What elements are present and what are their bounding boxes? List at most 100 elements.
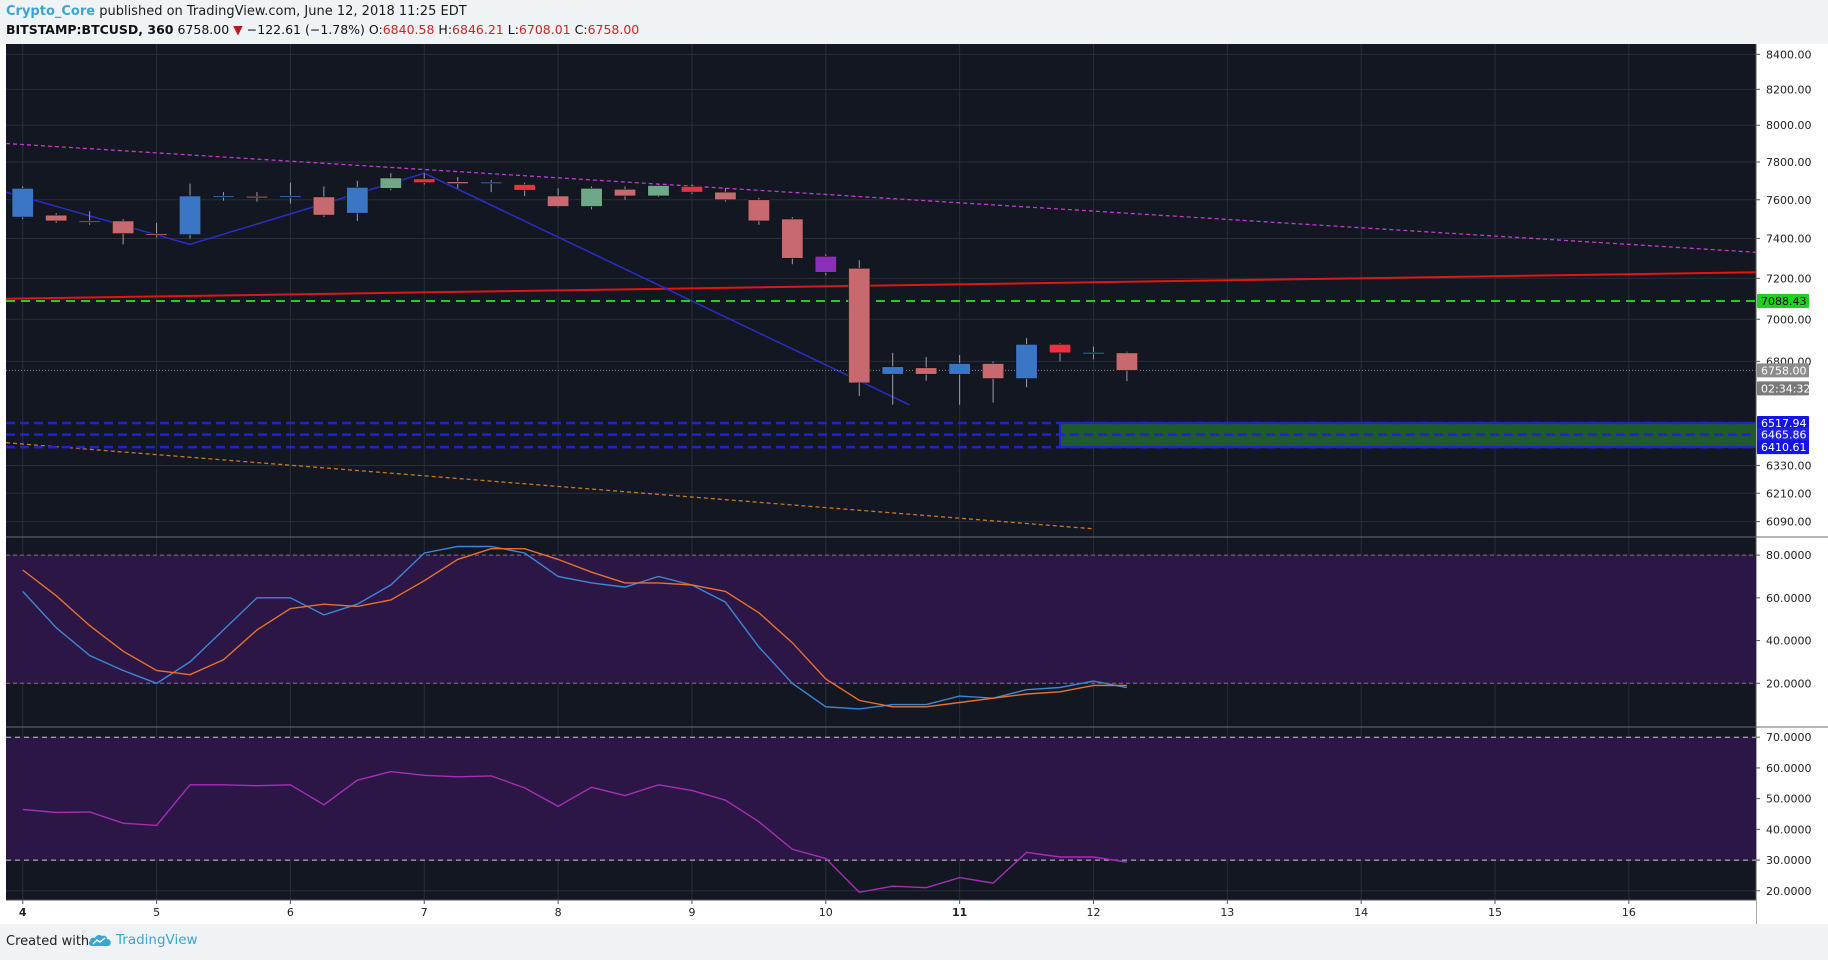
magenta-trendline <box>6 142 1756 253</box>
price-tick-label: 7600.00 <box>1766 194 1812 207</box>
stoch-tick-label: 80.0000 <box>1766 549 1812 562</box>
symbol-name[interactable]: BITSTAMP:BTCUSD, 360 <box>6 22 174 37</box>
rsi-tick-label: 50.0000 <box>1766 793 1812 806</box>
candle-body <box>547 195 570 207</box>
tradingview-link[interactable]: TradingView <box>88 932 198 948</box>
candle[interactable] <box>179 183 202 239</box>
candle[interactable] <box>379 173 402 191</box>
price-tick-label: 7200.00 <box>1766 272 1812 285</box>
candle-body <box>245 196 268 199</box>
candle[interactable] <box>513 182 536 196</box>
candle[interactable] <box>1015 338 1038 388</box>
candle-body <box>1015 344 1038 379</box>
price-tag-label: 02:34:32 <box>1761 382 1810 395</box>
price-axis[interactable]: 8400.00 8200.00 8000.00 7800.00 7600.00 7400.… <box>1755 44 1812 924</box>
stochastic-pane[interactable] <box>6 545 1756 710</box>
open-value: 6840.58 <box>382 22 435 37</box>
candle-body <box>112 220 135 234</box>
price-tag-bg <box>1757 427 1809 442</box>
candle[interactable] <box>614 186 637 200</box>
candle[interactable] <box>848 260 871 396</box>
candle-body <box>379 177 402 189</box>
candle[interactable] <box>413 173 436 185</box>
candle[interactable] <box>446 177 469 189</box>
chart-header: Crypto_Core published on TradingView.com… <box>0 0 1828 44</box>
candle[interactable] <box>312 186 335 218</box>
candle-body <box>714 191 737 201</box>
stoch-tick-label: 40.0000 <box>1766 635 1812 648</box>
price-tag-label: 6465.86 <box>1761 429 1807 442</box>
candle-body <box>881 366 904 375</box>
time-tick-label: 9 <box>688 906 695 919</box>
time-axis-bg <box>6 900 1756 924</box>
candle[interactable] <box>112 219 135 245</box>
price-tag-bg <box>1757 381 1809 396</box>
stoch-tick-label: 60.0000 <box>1766 592 1812 605</box>
candle[interactable] <box>547 188 570 208</box>
candle[interactable] <box>781 217 804 265</box>
time-tick-label: 15 <box>1488 906 1502 919</box>
candle-body <box>279 195 302 198</box>
candle[interactable] <box>747 197 770 225</box>
close-value: 6758.00 <box>587 22 640 37</box>
candle[interactable] <box>680 184 703 195</box>
time-tick-label: 8 <box>555 906 562 919</box>
candle-body <box>446 181 469 184</box>
candle[interactable] <box>145 222 168 238</box>
price-tag-label: 6517.94 <box>1761 417 1807 430</box>
candle-body <box>346 187 369 214</box>
candle[interactable] <box>78 211 101 225</box>
price-tick-label: 6330.00 <box>1766 459 1812 472</box>
candle[interactable] <box>279 182 302 204</box>
candle[interactable] <box>881 352 904 405</box>
time-tick-label: 6 <box>287 906 294 919</box>
price-tag-blue-dash: 6465.86 <box>1757 427 1809 442</box>
price-tag-last: 6758.00 <box>1757 363 1809 378</box>
candle[interactable] <box>1082 346 1105 360</box>
candle-body <box>212 195 235 198</box>
low-label: L: <box>507 22 519 37</box>
rsi-band <box>6 737 1756 861</box>
rsi-tick-label: 60.0000 <box>1766 762 1812 775</box>
candle[interactable] <box>647 184 670 197</box>
candle[interactable] <box>714 188 737 202</box>
stoch-k-line <box>22 545 1128 710</box>
candle-body <box>145 233 168 236</box>
symbol-line: BITSTAMP:BTCUSD, 360 6758.00 ▼ −122.61 (… <box>6 22 639 37</box>
price-tick-label: 7000.00 <box>1766 313 1812 326</box>
tradingview-cloud-icon <box>88 934 111 946</box>
rsi-pane[interactable] <box>6 736 1756 894</box>
candle-body <box>312 196 335 216</box>
candle[interactable] <box>480 179 503 193</box>
price-pane[interactable] <box>6 142 1756 530</box>
price-tag-bg <box>1757 415 1809 430</box>
candle-body <box>848 267 871 384</box>
candle[interactable] <box>212 192 235 201</box>
price-tag-bg <box>1757 440 1809 455</box>
low-value: 6708.01 <box>518 22 571 37</box>
candle-body <box>78 220 101 223</box>
author-link[interactable]: Crypto_Core <box>6 4 96 19</box>
candles[interactable] <box>11 173 1138 405</box>
candle[interactable] <box>11 186 34 220</box>
chart-area[interactable]: 8400.00 8200.00 8000.00 7800.00 7600.00 7400.… <box>0 44 1828 924</box>
time-axis[interactable]: 4 5 6 7 8 9 10 11 12 13 14 15 16 <box>6 899 1756 924</box>
candle[interactable] <box>245 192 268 202</box>
candle[interactable] <box>915 357 938 381</box>
candle-body <box>480 181 503 184</box>
candle[interactable] <box>982 361 1005 403</box>
candle[interactable] <box>346 180 369 221</box>
candle-body <box>814 255 837 273</box>
candle[interactable] <box>1115 351 1138 382</box>
candle-body <box>647 185 670 197</box>
candle-body <box>948 363 971 375</box>
candle[interactable] <box>948 354 971 405</box>
price-tag-label: 7088.43 <box>1761 295 1807 308</box>
chart-svg[interactable]: 8400.00 8200.00 8000.00 7800.00 7600.00 7400.… <box>0 44 1828 924</box>
chart-footer: Created with TradingView <box>0 924 1828 960</box>
candle[interactable] <box>814 254 837 276</box>
candle[interactable] <box>580 186 603 210</box>
candle[interactable] <box>45 213 68 223</box>
candle[interactable] <box>1049 343 1072 362</box>
candle-body <box>179 195 202 235</box>
